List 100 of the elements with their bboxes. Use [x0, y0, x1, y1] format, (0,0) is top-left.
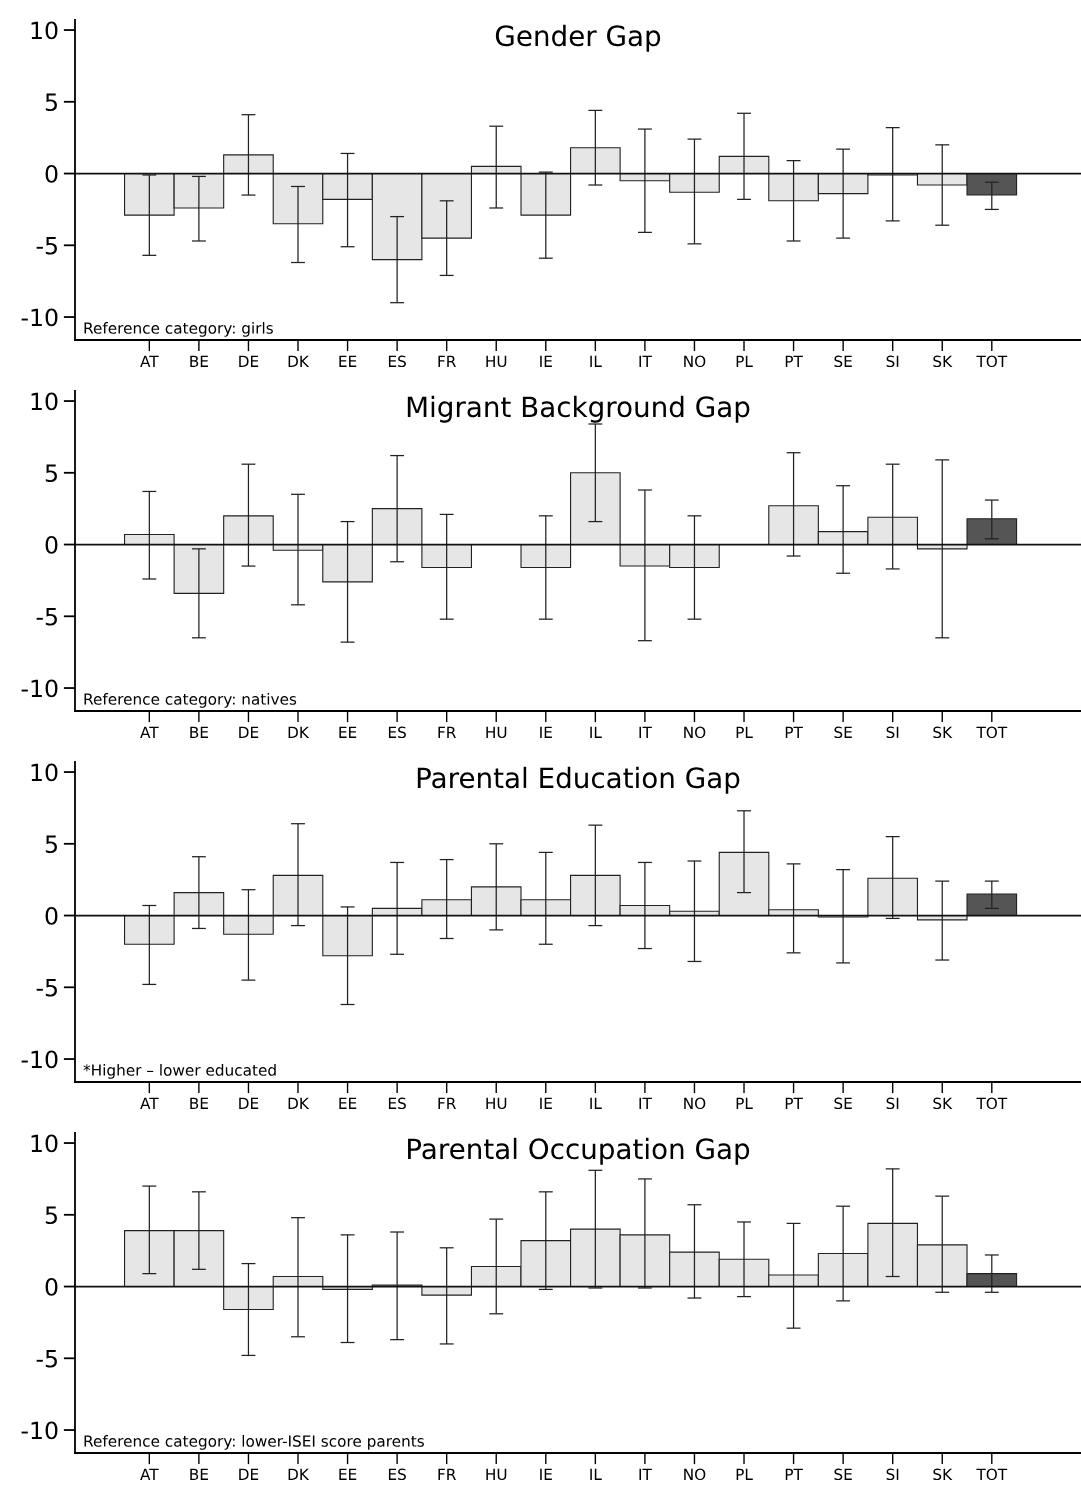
x-tick-label: FR: [438, 1097, 456, 1109]
x-tick-label: NO: [684, 1097, 706, 1110]
y-tick-label: -5: [36, 979, 57, 997]
y-tick-label: -10: [21, 308, 58, 327]
x-tick-label: SK: [933, 726, 953, 739]
x-tick-label: FR: [438, 726, 456, 738]
x-tick-label: DE: [239, 726, 259, 738]
y-tick-label: -5: [36, 1350, 57, 1368]
x-tick-label: DK: [288, 355, 310, 367]
x-tick-label: PT: [785, 1097, 803, 1109]
x-tick-label: DK: [288, 1468, 310, 1480]
x-tick-label: SI: [886, 1468, 899, 1481]
x-tick-label: PL: [736, 1468, 753, 1480]
x-tick-label: HU: [486, 1097, 507, 1110]
x-tick-label: IE: [540, 1468, 552, 1480]
x-tick-label: AT: [140, 1097, 159, 1109]
annotation: Reference category: girls: [84, 322, 273, 337]
y-tick-label: -10: [21, 1421, 58, 1440]
x-tick-label: PL: [736, 355, 753, 367]
x-tick-label: IE: [540, 355, 552, 367]
x-tick-label: DE: [239, 1097, 259, 1109]
x-tick-label: SE: [834, 726, 852, 739]
x-tick-label: EE: [339, 726, 357, 738]
x-tick-label: IL: [590, 1468, 602, 1480]
x-tick-label: FR: [438, 355, 456, 367]
x-tick-label: HU: [486, 1468, 507, 1481]
x-tick-label: PT: [785, 726, 803, 738]
x-tick-label: TOT: [976, 355, 1008, 368]
x-tick-label: IE: [540, 726, 552, 738]
x-tick-label: SE: [834, 1468, 852, 1481]
x-tick-label: DE: [239, 1468, 259, 1480]
annotation: *Higher – lower educated: [83, 1064, 276, 1079]
x-tick-label: AT: [140, 355, 159, 367]
x-tick-label: SE: [834, 355, 852, 368]
y-tick-label: 10: [31, 1134, 58, 1153]
x-tick-label: BE: [190, 1468, 208, 1480]
y-tick-label: 10: [31, 21, 58, 40]
x-tick-label: BE: [190, 726, 208, 738]
x-tick-label: NO: [684, 355, 706, 368]
x-tick-label: ES: [388, 355, 406, 368]
x-tick-label: TOT: [976, 726, 1008, 739]
x-tick-label: FR: [438, 1468, 456, 1480]
x-tick-label: ES: [388, 726, 406, 739]
y-tick-label: 0: [45, 1277, 58, 1296]
x-tick-label: IT: [639, 355, 652, 367]
x-tick-label: ES: [388, 1468, 406, 1481]
x-tick-label: IE: [540, 1097, 552, 1109]
x-tick-label: IL: [590, 726, 602, 738]
x-tick-label: IL: [590, 1097, 602, 1109]
x-tick-label: IL: [590, 355, 602, 367]
x-tick-label: EE: [339, 1468, 357, 1480]
chart-title: Parental Education Gap: [417, 766, 740, 794]
chart-title: Gender Gap: [495, 24, 661, 52]
x-tick-label: SK: [933, 1097, 953, 1110]
y-tick-label: 0: [45, 906, 58, 925]
x-tick-label: DK: [288, 1097, 310, 1109]
x-tick-label: BE: [190, 355, 208, 367]
x-tick-label: PT: [785, 1468, 803, 1480]
x-tick-label: DK: [288, 726, 310, 738]
y-tick-label: 0: [45, 535, 58, 554]
y-tick-label: 5: [45, 835, 57, 854]
y-tick-label: 10: [31, 763, 58, 782]
annotation: Reference category: natives: [84, 693, 297, 708]
x-tick-label: NO: [684, 1468, 706, 1481]
x-tick-label: EE: [339, 355, 357, 367]
x-tick-label: IT: [639, 1097, 652, 1109]
x-tick-label: ES: [388, 1097, 406, 1110]
x-tick-label: EE: [339, 1097, 357, 1109]
y-tick-label: -5: [36, 608, 57, 626]
annotation: Reference category: lower-ISEI score parents: [84, 1435, 424, 1450]
y-tick-label: 5: [45, 464, 57, 483]
x-tick-label: SI: [886, 726, 899, 739]
x-tick-label: DE: [239, 355, 259, 367]
y-tick-label: 0: [45, 164, 58, 183]
x-tick-label: IT: [639, 1468, 652, 1480]
x-tick-label: IT: [639, 726, 652, 738]
x-tick-label: NO: [684, 726, 706, 739]
y-tick-label: 10: [31, 392, 58, 411]
x-tick-label: SE: [834, 1097, 852, 1110]
y-tick-label: 5: [45, 1206, 57, 1225]
x-tick-label: PT: [785, 355, 803, 367]
x-tick-label: SK: [933, 1468, 953, 1481]
y-tick-label: -5: [36, 237, 57, 255]
chart-title: Parental Occupation Gap: [408, 1137, 750, 1165]
x-tick-label: HU: [486, 355, 507, 368]
x-tick-label: BE: [190, 1097, 208, 1109]
x-tick-label: SI: [886, 1097, 899, 1110]
x-tick-label: SK: [933, 355, 953, 368]
x-tick-label: HU: [486, 726, 507, 739]
y-tick-label: -10: [21, 679, 58, 698]
y-tick-label: 5: [45, 93, 57, 112]
chart-title: Migrant Background Gap: [407, 395, 750, 423]
x-tick-label: AT: [140, 726, 159, 738]
y-tick-label: -10: [21, 1050, 58, 1069]
x-tick-label: TOT: [976, 1468, 1008, 1481]
x-tick-label: PL: [736, 1097, 753, 1109]
x-tick-label: TOT: [976, 1097, 1008, 1110]
x-tick-label: AT: [140, 1468, 159, 1480]
x-tick-label: SI: [886, 355, 899, 368]
x-tick-label: PL: [736, 726, 753, 738]
